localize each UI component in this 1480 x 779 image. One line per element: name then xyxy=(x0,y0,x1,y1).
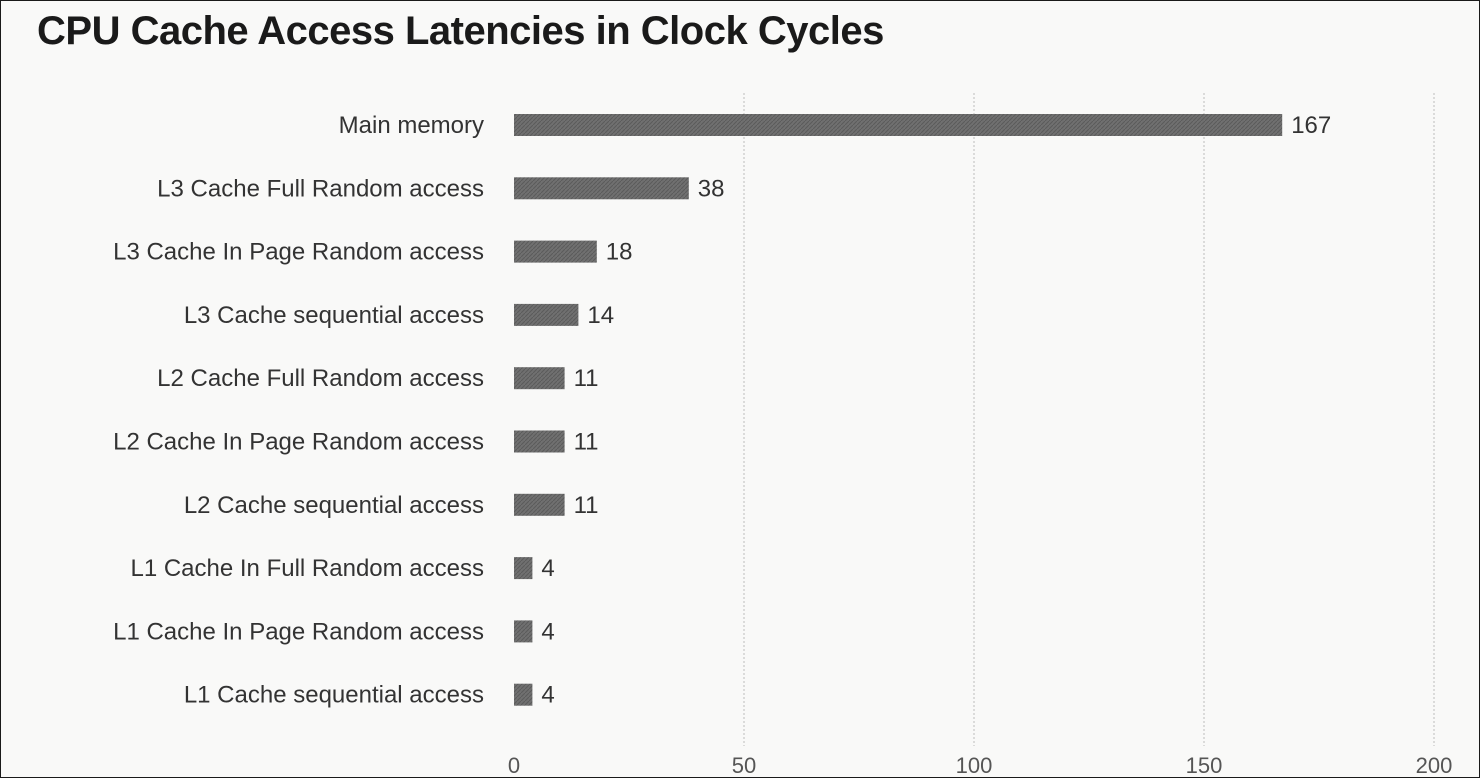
bar xyxy=(514,367,565,390)
bar xyxy=(514,493,565,516)
x-tick-label: 150 xyxy=(1186,753,1223,778)
data-label: 167 xyxy=(1291,112,1331,139)
gridlines xyxy=(743,93,1435,746)
bar xyxy=(514,620,533,643)
data-label: 11 xyxy=(574,429,599,456)
x-tick-label: 0 xyxy=(508,753,520,778)
chart-title: CPU Cache Access Latencies in Clock Cycl… xyxy=(37,9,884,53)
category-label: L1 Cache In Full Random access xyxy=(130,555,484,582)
bar xyxy=(514,430,565,453)
category-label: Main memory xyxy=(339,112,484,139)
data-label: 18 xyxy=(606,239,633,266)
bar xyxy=(514,177,689,200)
bars xyxy=(514,114,1283,706)
category-label: L1 Cache sequential access xyxy=(184,682,484,709)
category-label: L3 Cache sequential access xyxy=(184,302,484,329)
bar xyxy=(514,114,1283,136)
category-label: L2 Cache sequential access xyxy=(184,492,484,519)
x-tick-label: 100 xyxy=(956,753,993,778)
x-tick-label: 50 xyxy=(732,753,756,778)
x-axis-ticks: 0 50 100 150 200 xyxy=(508,753,1452,778)
data-labels: 167 38 18 14 11 11 11 4 4 4 xyxy=(541,112,1331,709)
data-label: 11 xyxy=(574,365,599,392)
category-label: L2 Cache In Page Random access xyxy=(113,429,484,456)
x-tick-label: 200 xyxy=(1416,753,1453,778)
bar xyxy=(514,240,597,263)
data-label: 11 xyxy=(574,492,599,519)
data-label: 4 xyxy=(541,682,554,709)
bar xyxy=(514,683,533,706)
category-label: L3 Cache Full Random access xyxy=(157,175,484,202)
category-label: L3 Cache In Page Random access xyxy=(113,239,484,266)
data-label: 4 xyxy=(541,618,554,645)
data-label: 14 xyxy=(587,302,614,329)
data-label: 4 xyxy=(541,555,554,582)
category-label: L1 Cache In Page Random access xyxy=(113,618,484,645)
bar xyxy=(514,303,579,326)
data-label: 38 xyxy=(698,175,725,202)
bar xyxy=(514,557,533,580)
category-labels: Main memory L3 Cache Full Random access L3… xyxy=(113,112,484,709)
category-label: L2 Cache Full Random access xyxy=(157,365,484,392)
